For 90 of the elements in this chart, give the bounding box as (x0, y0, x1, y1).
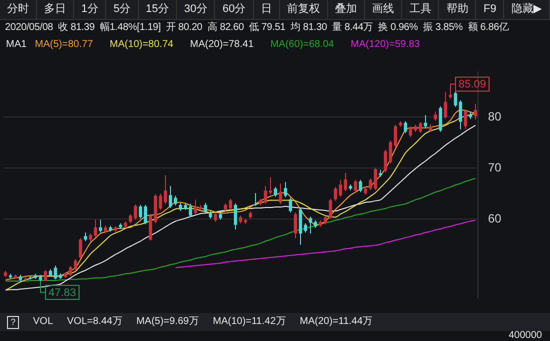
candlestick (368, 178, 372, 191)
text: MA(20)=11.44万 (300, 315, 373, 329)
text: MA(10)=80.74 (110, 39, 174, 50)
candlestick (388, 140, 392, 164)
text: MA(5)=9.69万 (136, 315, 199, 329)
candlestick (354, 179, 358, 193)
text: MA(5)=80.77 (34, 39, 94, 50)
candlestick (174, 195, 178, 206)
candlestick (138, 204, 142, 220)
text: 工具 (402, 0, 440, 19)
candlestick (144, 204, 148, 225)
text: MA(120)=59.83 (350, 39, 421, 50)
candlestick (98, 219, 102, 233)
candlestick (214, 212, 218, 222)
candlestick (264, 186, 268, 204)
annotation: 47.83 (48, 286, 76, 299)
text: 叠加 (328, 0, 366, 19)
candlestick (424, 114, 428, 128)
legend-title: MA1 (6, 39, 28, 50)
candlestick (274, 186, 278, 198)
text: 多日 (37, 0, 74, 19)
text: F9 (476, 0, 504, 19)
candlestick (444, 92, 448, 120)
candlestick (334, 186, 338, 202)
y-tick-label: 70 (488, 160, 502, 174)
candlestick (74, 258, 78, 271)
text: 隐藏▶ (504, 0, 550, 19)
text: 15分 (138, 0, 178, 19)
candlestick (94, 219, 98, 238)
text: MA(20)=78.41 (190, 39, 255, 50)
candlestick (284, 181, 288, 198)
text: 画线 (365, 0, 402, 19)
help-icon: ? (7, 316, 19, 328)
text: 60分 (215, 0, 254, 19)
text: 5分 (106, 0, 139, 19)
candlestick (344, 172, 348, 192)
candlestick (308, 216, 312, 234)
text: 1分 (74, 0, 106, 19)
candlestick (358, 179, 362, 193)
candlestick (408, 126, 412, 138)
candlestick (394, 124, 398, 148)
candlestick (134, 204, 138, 220)
candlestick (158, 193, 162, 211)
candlestick (278, 182, 282, 204)
candlestick (328, 198, 332, 220)
candlestick (338, 179, 342, 198)
text: 分时 (0, 0, 38, 19)
y-tick-label: 80 (488, 109, 502, 124)
candlestick (234, 202, 238, 230)
candlestick (454, 91, 458, 108)
text: MA(10)=11.42万 (212, 315, 286, 329)
candlestick (438, 106, 442, 132)
line-series (5, 178, 476, 282)
candlestick (304, 222, 308, 233)
candlestick (374, 167, 378, 191)
candlestick (78, 238, 82, 259)
candlestick (474, 103, 478, 120)
candlestick (128, 214, 132, 224)
candlestick (68, 266, 72, 276)
text: 帮助 (439, 0, 476, 19)
text: 30分 (177, 0, 216, 19)
candlestick (458, 100, 462, 130)
candlestick (384, 149, 388, 173)
text: 400000 (508, 330, 542, 341)
line-series (175, 220, 476, 268)
text: 前复权 (280, 0, 328, 19)
candlestick (148, 214, 152, 242)
candlestick (434, 111, 438, 122)
candlestick (464, 108, 468, 130)
text: VOL=8.44万 (67, 315, 122, 329)
candlestick (194, 199, 198, 215)
candlestick (188, 203, 192, 218)
text: VOL (33, 315, 54, 329)
candlestick (254, 192, 258, 206)
candlestick (168, 186, 172, 208)
candlestick (404, 120, 408, 134)
candlestick (298, 207, 302, 246)
annotation: 85.09 (458, 78, 486, 91)
chart-subtitle: 2020/05/08 收 81.39 幅1.48%[1.19] 开 80.20 高 82.60 低 79.51 均 81.30 量 8.44万 换 0.96% 振 3.85% 额 6.86亿 (5, 21, 509, 35)
candlestick (418, 122, 422, 134)
candlestick (54, 265, 58, 280)
candlestick (294, 212, 298, 239)
candlestick (228, 198, 232, 211)
candlestick (288, 197, 292, 214)
text: MA(60)=68.04 (270, 39, 335, 50)
y-tick-label: 60 (488, 212, 502, 226)
candlestick (44, 270, 48, 282)
text: 日 (254, 0, 280, 19)
candlestick (204, 202, 208, 214)
candlestick (164, 174, 168, 204)
